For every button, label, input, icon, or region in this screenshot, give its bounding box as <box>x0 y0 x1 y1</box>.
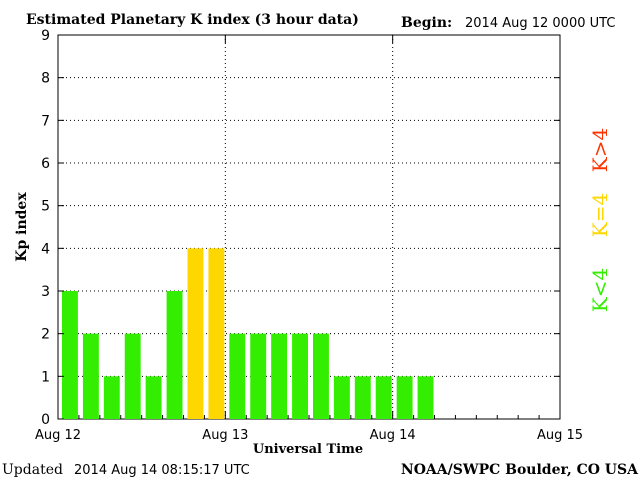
chart-title: Estimated Planetary K index (3 hour data… <box>26 12 359 28</box>
y-tick-label: 4 <box>41 241 50 257</box>
y-tick-label: 6 <box>41 156 50 172</box>
legend-k-above-4: K>4 <box>588 128 612 172</box>
x-tick-label: Aug 15 <box>537 428 583 443</box>
y-tick-label: 0 <box>41 412 50 428</box>
y-tick-label: 5 <box>41 199 50 215</box>
x-tick-label: Aug 12 <box>35 428 81 443</box>
kp-bar <box>313 333 329 419</box>
kp-bar <box>103 376 120 419</box>
legend-k-below-4: K<4 <box>588 268 612 312</box>
bars <box>62 248 434 419</box>
x-axis-ticks: Aug 12 Aug 13 Aug 14 Aug 15 <box>35 35 583 443</box>
updated-label: Updated <box>2 462 63 478</box>
kp-bar <box>417 376 434 419</box>
kp-bar <box>208 248 225 419</box>
x-axis-label: Universal Time <box>253 442 363 457</box>
kp-bar <box>187 248 204 419</box>
kp-bar <box>145 376 162 419</box>
kp-bar <box>124 333 141 419</box>
kp-bar <box>250 333 267 419</box>
source-credit: NOAA/SWPC Boulder, CO USA <box>401 462 639 478</box>
kp-bar <box>396 376 413 419</box>
kp-bar <box>333 376 350 419</box>
kp-bar <box>166 291 183 419</box>
x-tick-label: Aug 14 <box>370 428 416 443</box>
y-tick-label: 2 <box>41 327 50 343</box>
kp-bar <box>375 376 392 419</box>
legend-k-equal-4: K=4 <box>588 193 612 237</box>
y-tick-label: 8 <box>41 71 50 87</box>
y-tick-label: 9 <box>41 28 50 44</box>
x-tick-label: Aug 13 <box>202 428 248 443</box>
y-axis-ticks: 0 1 2 3 4 5 6 7 8 9 <box>41 28 560 428</box>
kp-bar <box>82 333 99 419</box>
begin-value: 2014 Aug 12 0000 UTC <box>465 16 615 31</box>
kp-bar <box>271 333 288 419</box>
plot-area <box>57 34 561 420</box>
kp-bar <box>229 333 246 419</box>
y-axis-label: Kp index <box>14 192 30 262</box>
grid <box>58 35 560 419</box>
y-tick-label: 7 <box>41 113 50 129</box>
kp-bar <box>292 333 308 419</box>
updated-value: 2014 Aug 14 08:15:17 UTC <box>74 463 250 478</box>
y-tick-label: 3 <box>41 284 50 300</box>
kp-bar <box>354 376 371 419</box>
y-tick-label: 1 <box>41 369 50 385</box>
begin-label: Begin: <box>401 15 452 31</box>
kp-bar <box>62 291 78 419</box>
